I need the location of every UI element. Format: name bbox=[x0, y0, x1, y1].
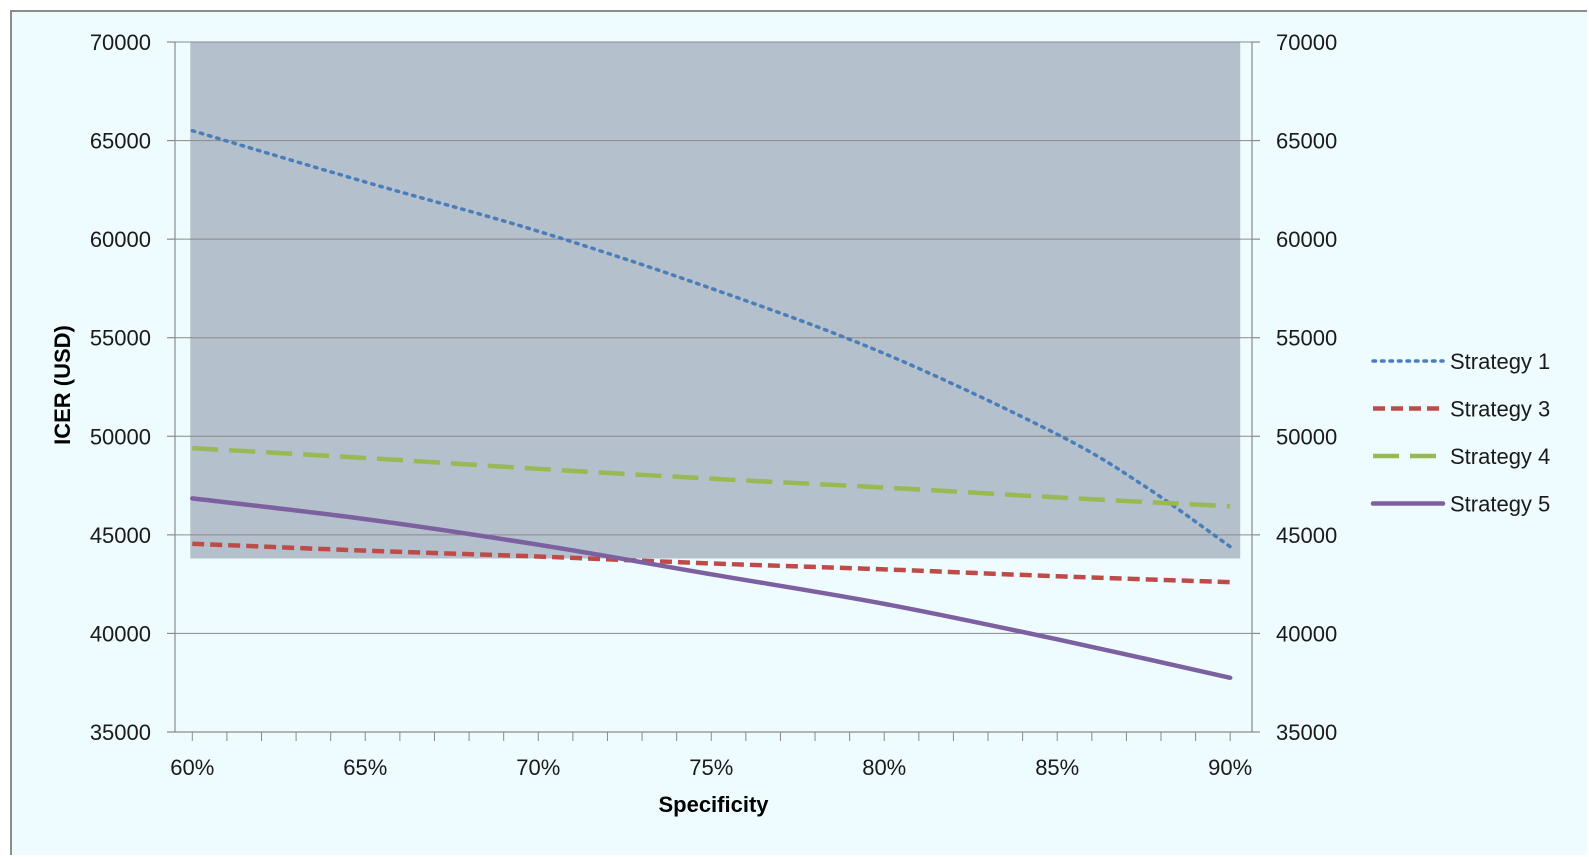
series-line-3 bbox=[192, 445, 1231, 509]
x-tick-label: 75% bbox=[689, 755, 733, 780]
y-tick-label-left: 50000 bbox=[90, 424, 151, 449]
legend-label-3: Strategy 4 bbox=[1450, 444, 1550, 469]
legend-label-4: Strategy 5 bbox=[1450, 492, 1550, 517]
x-axis-title: Specificity bbox=[658, 792, 769, 817]
y-tick-label-left: 45000 bbox=[90, 523, 151, 548]
y-tick-label-right: 40000 bbox=[1276, 621, 1337, 646]
series-line-4 bbox=[190, 496, 1233, 681]
gridlines bbox=[175, 41, 1252, 634]
y-tick-label-right: 65000 bbox=[1276, 129, 1337, 154]
x-tick-label: 65% bbox=[343, 755, 387, 780]
x-tick-label: 60% bbox=[170, 755, 214, 780]
series-line-2 bbox=[192, 541, 1231, 585]
y-tick-label-left: 55000 bbox=[90, 326, 151, 351]
shaded-region bbox=[190, 42, 1241, 559]
legend-label-1: Strategy 1 bbox=[1450, 349, 1550, 374]
y-tick-label-left: 70000 bbox=[90, 30, 151, 55]
y-tick-label-left: 35000 bbox=[90, 720, 151, 745]
y-tick-label-right: 35000 bbox=[1276, 720, 1337, 745]
x-tick-label: 80% bbox=[862, 755, 906, 780]
y-tick-label-right: 60000 bbox=[1276, 227, 1337, 252]
y-tick-label-left: 65000 bbox=[90, 129, 151, 154]
y-axis-title: ICER (USD) bbox=[50, 325, 75, 445]
tick-labels: 35000 35000 40000 40000 45000 45000 50000 50000… bbox=[90, 30, 1337, 780]
x-tick-label: 90% bbox=[1208, 755, 1252, 780]
x-tick-label: 70% bbox=[516, 755, 560, 780]
x-tick-label: 85% bbox=[1035, 755, 1079, 780]
y-tick-label-right: 45000 bbox=[1276, 523, 1337, 548]
legend-label-2: Strategy 3 bbox=[1450, 397, 1550, 422]
axes bbox=[167, 41, 1260, 741]
y-tick-label-left: 60000 bbox=[90, 227, 151, 252]
y-tick-label-right: 50000 bbox=[1276, 424, 1337, 449]
y-tick-label-right: 70000 bbox=[1276, 30, 1337, 55]
legend: Strategy 1 Strategy 3 Strategy 4 Strategy 5 bbox=[1370, 349, 1550, 517]
series-line-1 bbox=[190, 128, 1232, 549]
series-lines bbox=[190, 128, 1233, 681]
y-tick-label-right: 55000 bbox=[1276, 326, 1337, 351]
shaded-region-layer bbox=[190, 42, 1241, 559]
y-tick-label-left: 40000 bbox=[90, 621, 151, 646]
